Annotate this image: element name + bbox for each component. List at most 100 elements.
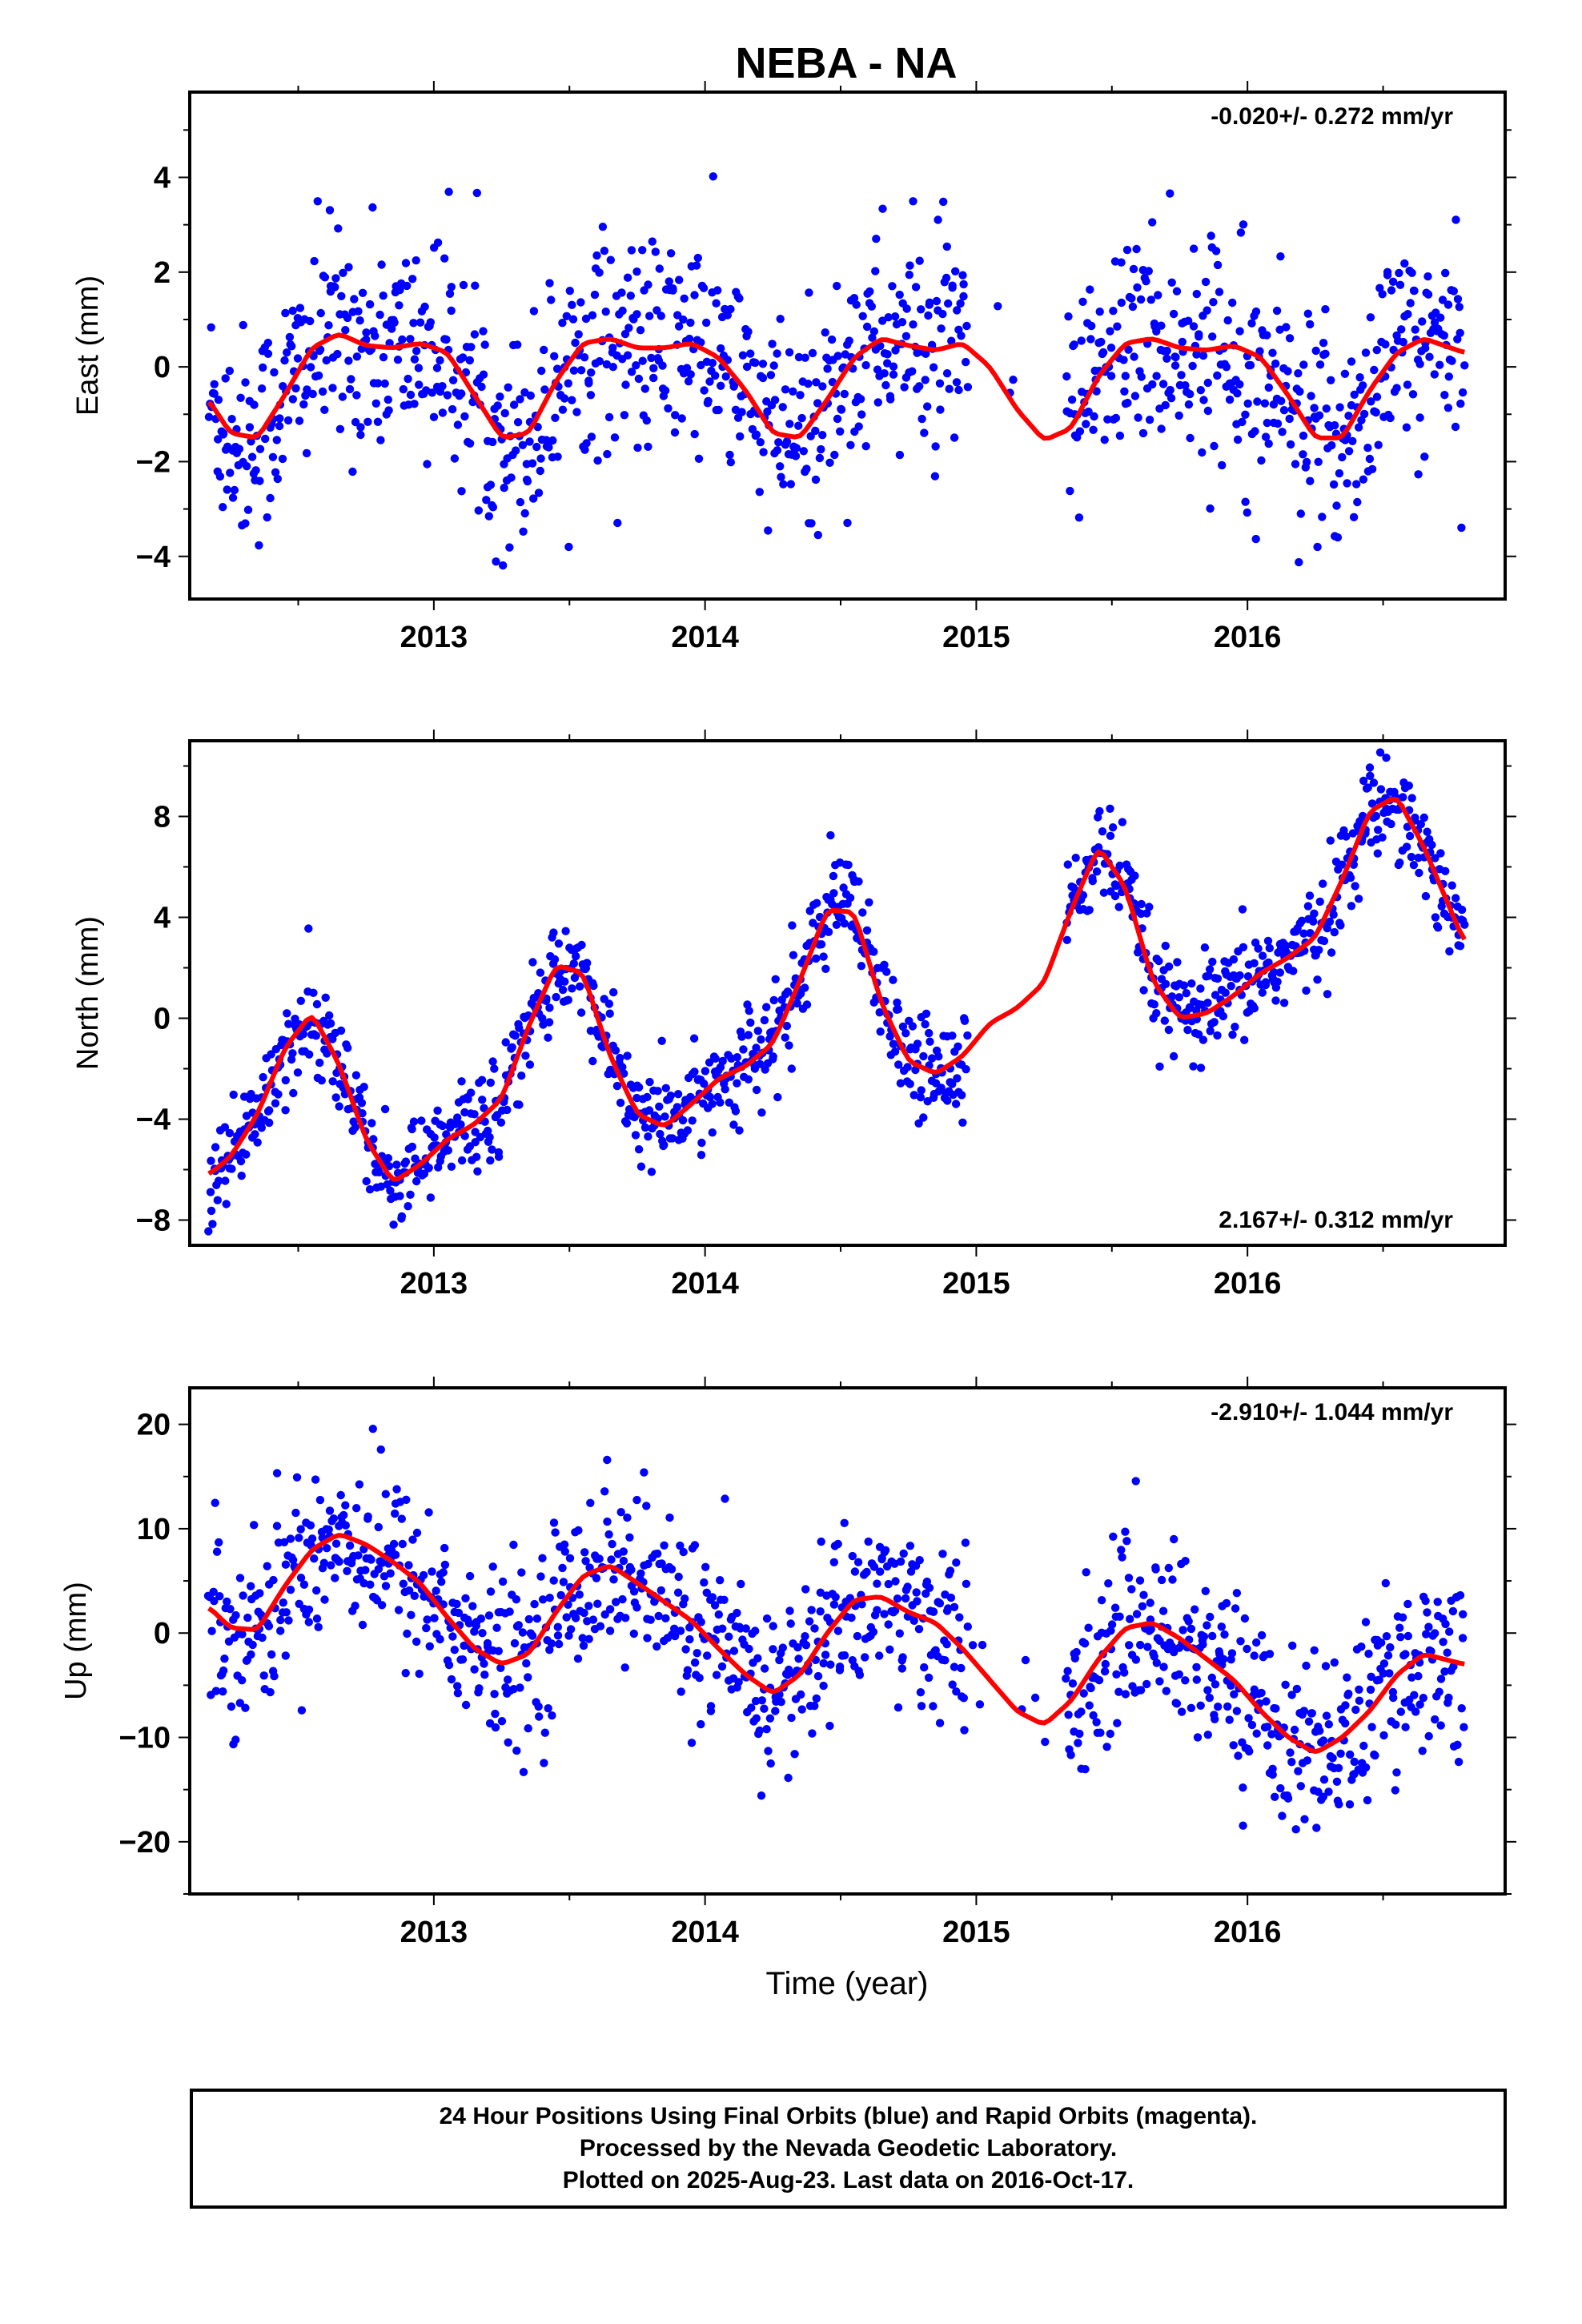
data-point — [1407, 852, 1416, 862]
data-point — [558, 405, 568, 414]
data-point — [470, 1110, 479, 1119]
data-point — [1203, 999, 1212, 1007]
data-point — [1113, 322, 1122, 331]
data-point — [817, 431, 827, 440]
data-point — [1382, 1632, 1391, 1641]
data-point — [1395, 280, 1405, 289]
data-point — [721, 372, 730, 381]
data-point — [747, 1703, 756, 1712]
data-point — [734, 1678, 743, 1687]
data-point — [706, 1707, 716, 1715]
data-point — [1097, 1596, 1106, 1605]
data-point — [440, 254, 449, 263]
data-point — [315, 1058, 324, 1068]
data-point — [1367, 799, 1377, 808]
data-point — [208, 1220, 217, 1228]
data-point — [1121, 372, 1130, 380]
data-point — [355, 1480, 364, 1489]
data-point — [528, 1631, 537, 1640]
data-point — [406, 1190, 415, 1200]
data-point — [220, 1655, 229, 1663]
data-point — [1350, 1757, 1359, 1767]
data-point — [1196, 386, 1206, 395]
data-point — [1431, 1629, 1439, 1638]
data-point — [785, 1041, 793, 1050]
data-point — [1436, 1675, 1446, 1683]
data-point — [852, 300, 861, 309]
data-point — [1161, 941, 1170, 951]
data-point — [358, 1109, 367, 1118]
data-point — [1112, 1670, 1121, 1679]
data-point — [745, 1007, 753, 1015]
data-point — [1193, 1733, 1203, 1742]
data-point — [436, 1634, 444, 1644]
data-point — [642, 416, 651, 425]
data-point — [702, 1588, 711, 1598]
data-point — [1271, 359, 1280, 368]
data-point — [731, 1107, 741, 1116]
data-point — [1330, 927, 1339, 937]
data-point — [620, 411, 629, 420]
data-point — [850, 1567, 860, 1576]
data-point — [1218, 460, 1227, 470]
data-point — [501, 1038, 510, 1047]
data-point — [607, 1555, 616, 1564]
data-point — [773, 349, 781, 358]
data-point — [853, 1558, 863, 1566]
data-point — [271, 1099, 280, 1108]
plot-frame — [188, 1386, 1507, 1896]
data-point — [685, 1634, 694, 1644]
data-point — [458, 1655, 468, 1664]
data-point — [1102, 1743, 1111, 1751]
data-point — [1287, 1758, 1296, 1767]
data-point — [1414, 1671, 1423, 1681]
data-point — [1361, 348, 1371, 357]
data-point — [1142, 1679, 1151, 1689]
data-point — [1106, 831, 1115, 841]
data-point — [946, 1566, 955, 1575]
data-point — [645, 312, 654, 320]
x-tick-label: 2013 — [400, 621, 468, 654]
data-point — [313, 197, 322, 206]
data-point — [647, 1168, 656, 1176]
data-point — [354, 307, 363, 316]
data-point — [1137, 899, 1146, 909]
data-point — [697, 1138, 706, 1148]
data-point — [741, 1624, 750, 1633]
data-point — [1139, 1590, 1148, 1599]
data-point — [848, 1551, 857, 1561]
data-point — [784, 1773, 793, 1783]
data-point — [644, 442, 652, 451]
data-point — [816, 1588, 825, 1597]
data-point — [1391, 1786, 1400, 1795]
data-point — [771, 975, 780, 984]
data-point — [1458, 388, 1468, 397]
data-point — [1367, 397, 1375, 406]
data-point — [1192, 1663, 1201, 1671]
data-point — [430, 1614, 439, 1622]
data-point — [799, 447, 808, 456]
data-point — [325, 1011, 334, 1020]
data-point — [942, 369, 952, 378]
data-point — [629, 1629, 638, 1638]
data-point — [1074, 1739, 1082, 1747]
data-point — [358, 1620, 367, 1630]
data-point — [1183, 1025, 1192, 1035]
data-point — [445, 289, 455, 298]
data-point — [1233, 435, 1243, 444]
data-point — [558, 319, 567, 328]
data-point — [912, 1588, 921, 1597]
data-point — [667, 1565, 677, 1574]
data-point — [786, 480, 795, 489]
data-point — [504, 383, 512, 392]
data-point — [1219, 1655, 1228, 1663]
data-point — [478, 1629, 487, 1638]
data-point — [526, 391, 535, 400]
data-point — [1424, 1731, 1433, 1741]
data-point — [821, 328, 829, 337]
data-point — [231, 1610, 240, 1620]
data-point — [633, 443, 642, 452]
data-point — [272, 1522, 282, 1530]
data-point — [219, 1666, 228, 1675]
data-point — [485, 1132, 494, 1142]
